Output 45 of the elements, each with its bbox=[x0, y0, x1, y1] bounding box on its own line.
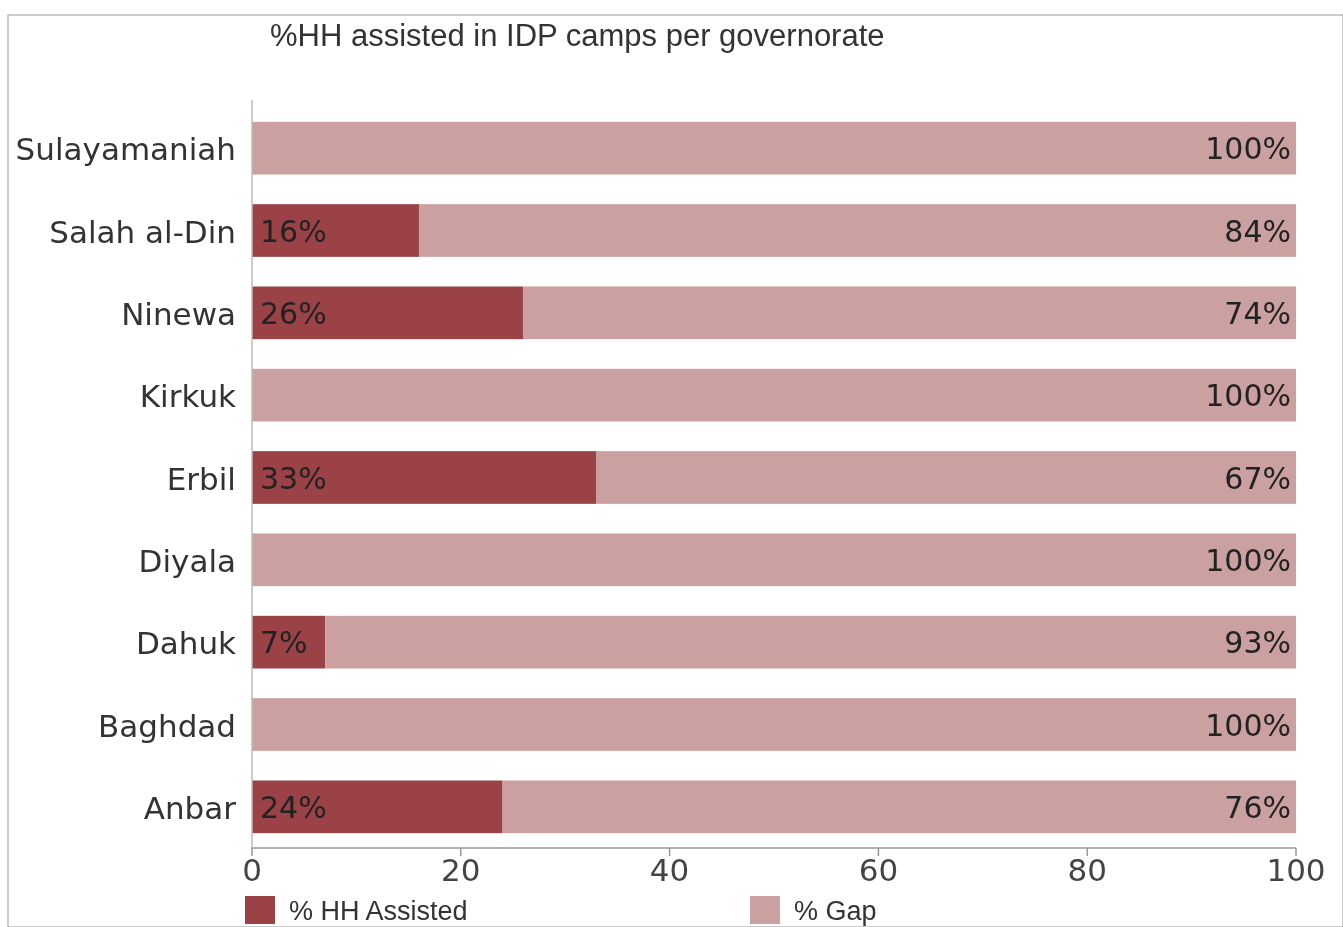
data-label: 26% bbox=[260, 295, 327, 331]
data-label: 100% bbox=[1205, 378, 1291, 414]
data-label: 100% bbox=[1205, 707, 1291, 743]
data-label: 16% bbox=[260, 213, 327, 249]
x-tick-label: 80 bbox=[1067, 852, 1107, 888]
bar bbox=[252, 121, 1296, 175]
bar bbox=[252, 533, 1296, 587]
x-tick-label: 0 bbox=[242, 852, 262, 888]
y-tick-label: Dahuk bbox=[135, 625, 237, 662]
y-tick-label: Erbil bbox=[166, 460, 236, 497]
bar bbox=[252, 286, 524, 340]
data-label: 84% bbox=[1224, 213, 1291, 249]
data-label: 67% bbox=[1224, 460, 1291, 496]
legend-label: % Gap bbox=[794, 896, 877, 926]
bar bbox=[419, 204, 1296, 257]
y-tick-label: Salah al-Din bbox=[49, 213, 236, 250]
data-label: 24% bbox=[260, 789, 327, 825]
x-tick-label: 20 bbox=[441, 852, 481, 888]
data-label: 93% bbox=[1224, 625, 1291, 661]
bar bbox=[252, 780, 503, 834]
y-tick-label: Sulayamaniah bbox=[15, 131, 236, 168]
x-tick-label: 100 bbox=[1266, 852, 1326, 888]
data-label: 33% bbox=[260, 460, 327, 496]
chart-title: %HH assisted in IDP camps per governorate bbox=[270, 18, 885, 53]
y-tick-label: Baghdad bbox=[98, 707, 236, 744]
y-tick-label: Diyala bbox=[138, 542, 236, 579]
bar bbox=[252, 698, 1296, 751]
y-tick-label: Anbar bbox=[143, 789, 237, 826]
bar bbox=[523, 286, 1296, 340]
data-label: 100% bbox=[1205, 542, 1291, 578]
bar bbox=[596, 451, 1296, 504]
y-tick-label: Ninewa bbox=[121, 295, 236, 332]
bar bbox=[252, 368, 1296, 422]
bar bbox=[252, 204, 420, 257]
data-label: 74% bbox=[1224, 295, 1291, 331]
data-label: 76% bbox=[1224, 789, 1291, 825]
legend-label: % HH Assisted bbox=[289, 896, 468, 926]
data-label: 7% bbox=[260, 625, 308, 661]
y-tick-label: Kirkuk bbox=[139, 378, 237, 415]
bar bbox=[252, 451, 597, 504]
x-tick-label: 60 bbox=[858, 852, 899, 888]
data-label: 100% bbox=[1205, 131, 1291, 167]
x-tick-label: 40 bbox=[649, 852, 690, 888]
bar bbox=[502, 780, 1296, 834]
bar bbox=[325, 615, 1296, 669]
